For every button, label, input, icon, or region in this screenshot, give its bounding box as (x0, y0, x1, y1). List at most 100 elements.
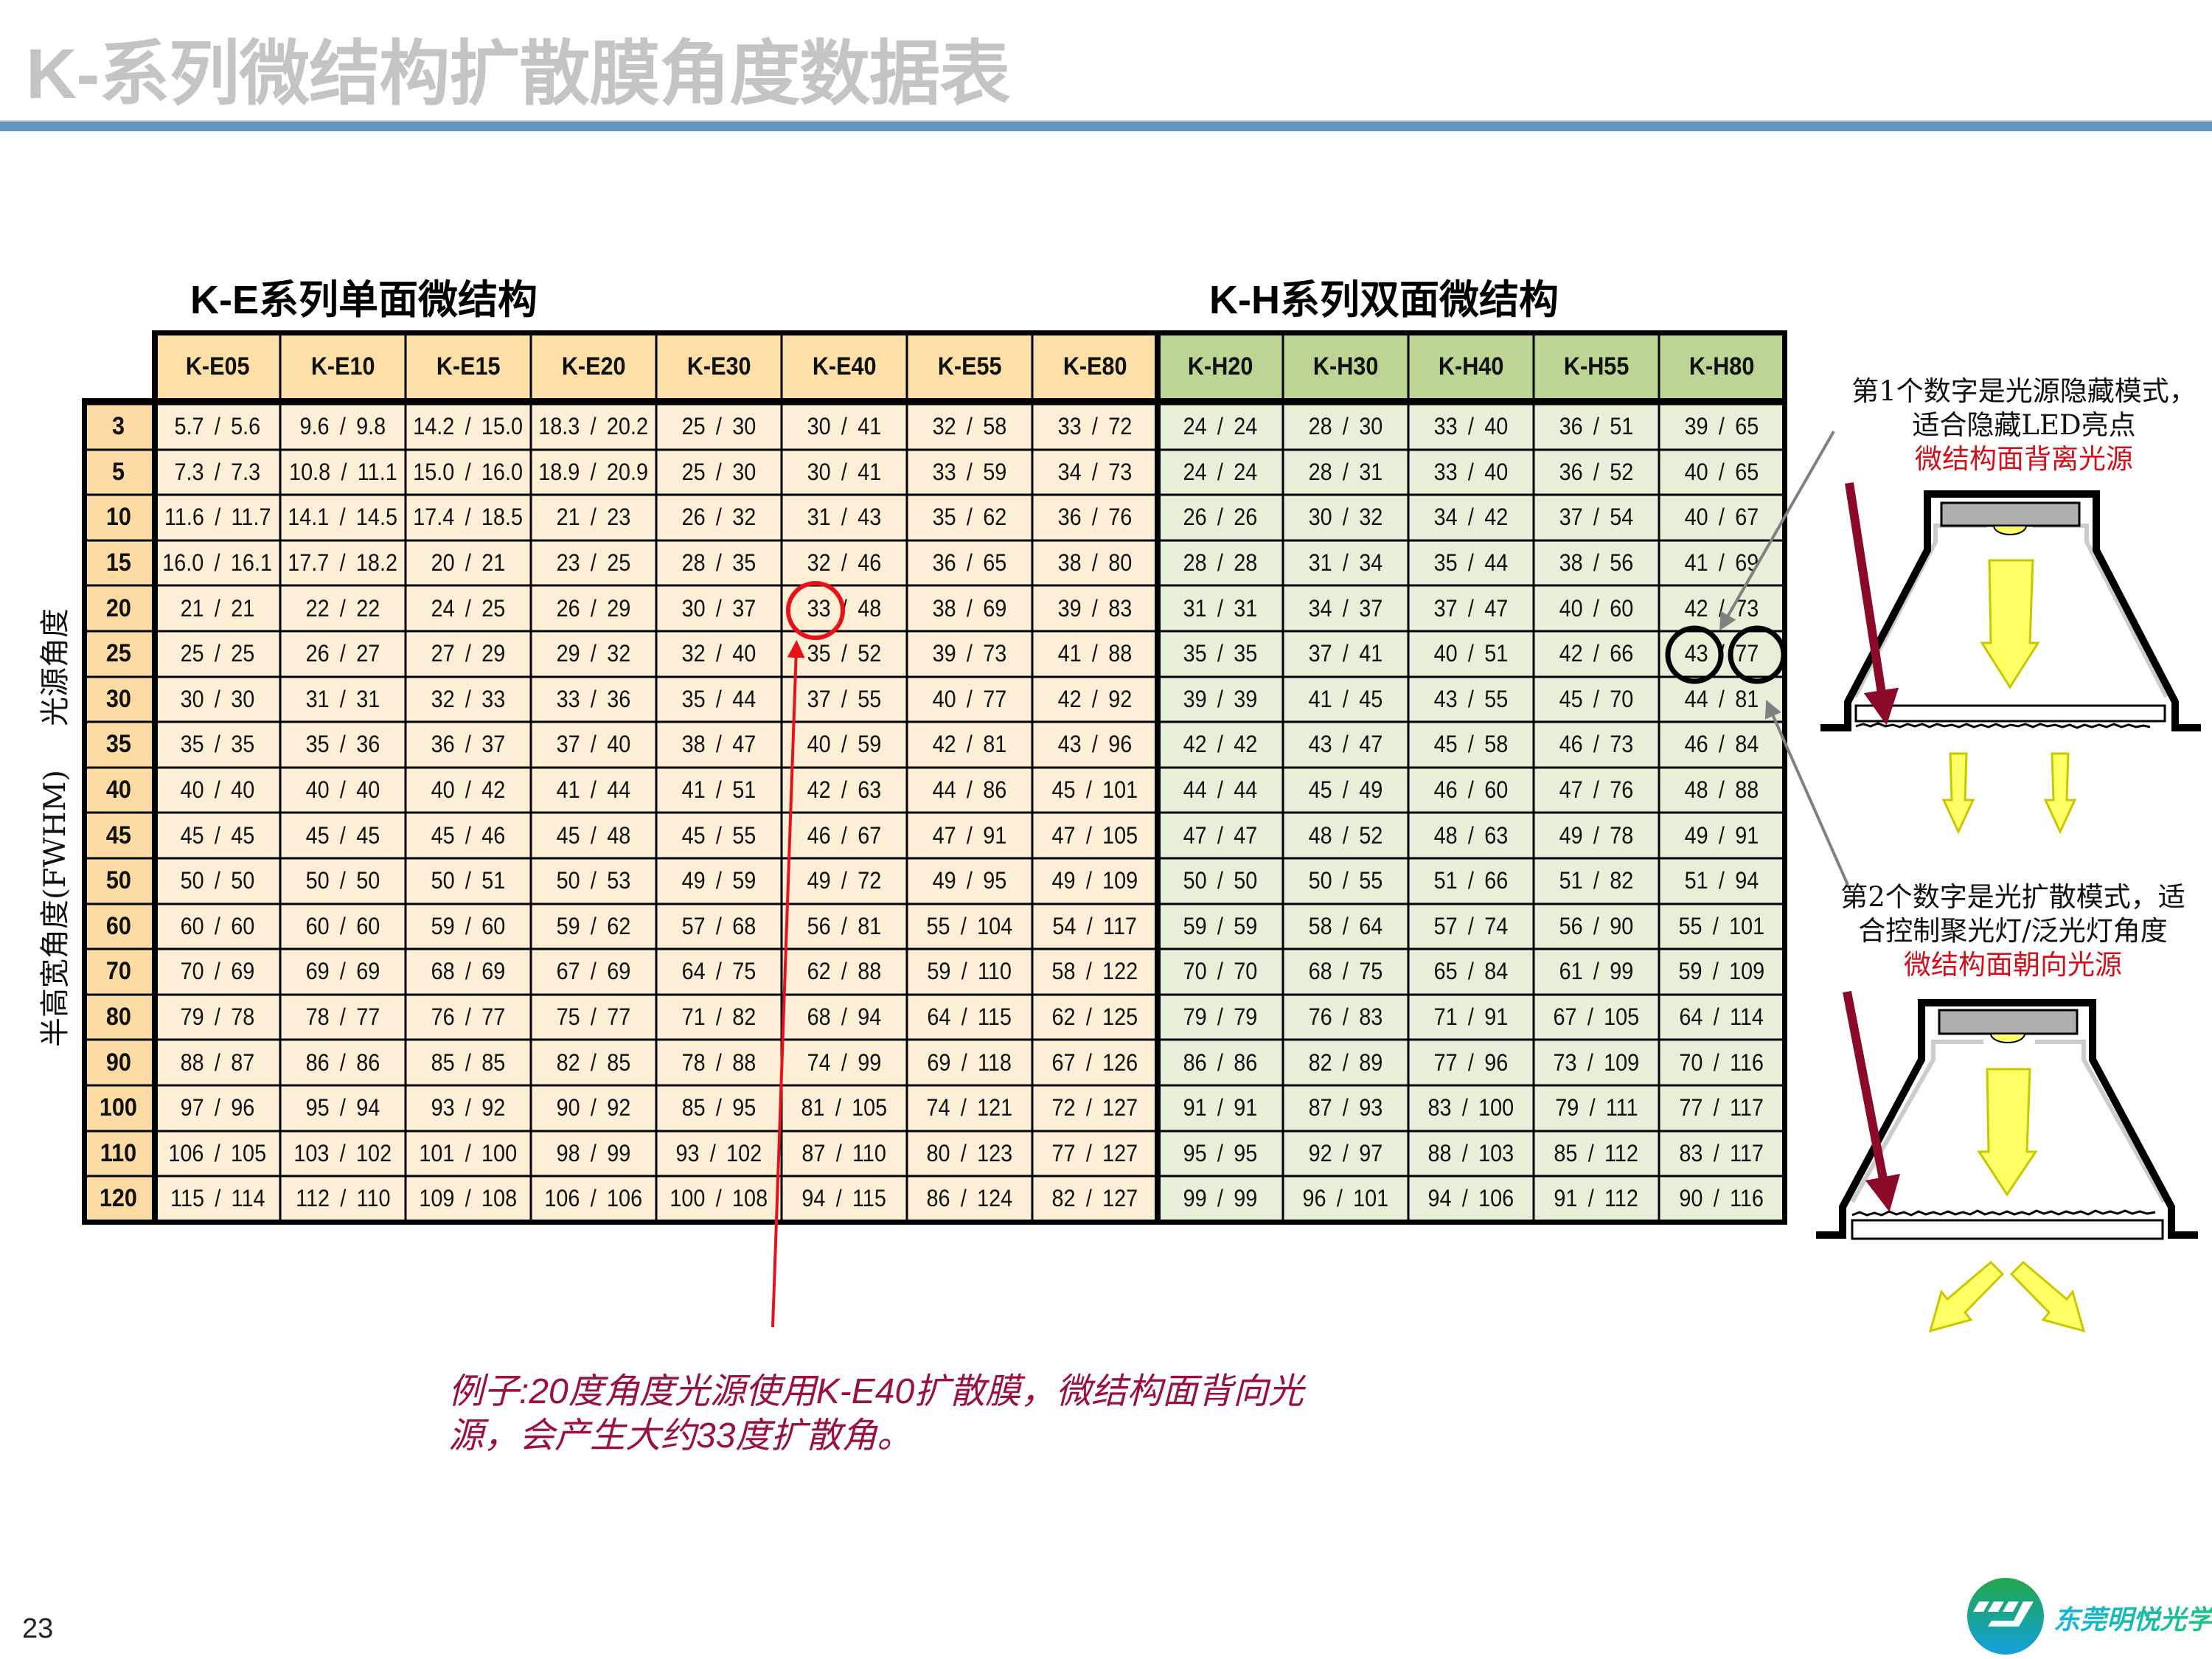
table-cell-text: 47 / 76 (1559, 776, 1634, 804)
table-cell-text: 78 / 77 (305, 1004, 380, 1031)
row-label-20-text: 20 (105, 594, 131, 622)
table-cell-text: 37 / 40 (556, 731, 631, 758)
table-cell: 76 / 77 (406, 994, 531, 1040)
table-cell: 30 / 41 (782, 404, 907, 450)
table-cell-text: 17.4 / 18.5 (413, 504, 524, 531)
table-cell: 35 / 62 (907, 495, 1032, 540)
table-cell: 40 / 77 (907, 676, 1032, 723)
table-cell-text: 24 / 25 (431, 594, 506, 622)
table-cell: 49 / 95 (907, 858, 1032, 904)
table-cell: 28 / 31 (1283, 449, 1408, 495)
table-cell-text: 32 / 46 (807, 549, 882, 577)
table-cell-text: 28 / 28 (1183, 549, 1258, 577)
table-cell-text: 87 / 110 (801, 1139, 887, 1166)
table-cell: 9.6 / 9.8 (280, 404, 406, 450)
note-hidden-mode-highlight: 微结构面背离光源 (1915, 443, 2133, 475)
table-cell: 83 / 100 (1408, 1085, 1534, 1131)
table-cell: 14.2 / 15.0 (406, 404, 531, 450)
table-cell-text: 35 / 35 (180, 731, 255, 758)
table-cell-text: 32 / 33 (431, 685, 506, 712)
table-cell-text: 50 / 50 (180, 867, 255, 894)
table-cell: 57 / 68 (656, 903, 782, 950)
table-cell: 48 / 63 (1408, 813, 1534, 858)
table-cell: 25 / 25 (155, 631, 280, 677)
table-cell: 49 / 59 (656, 858, 782, 904)
table-cell: 70 / 70 (1158, 949, 1283, 995)
table-cell-text: 37 / 55 (807, 685, 882, 712)
table-cell-text: 57 / 74 (1433, 912, 1509, 939)
table-cell-text: 59 / 60 (431, 912, 506, 939)
table-cell: 103 / 102 (280, 1130, 406, 1177)
table-cell-text: 77 / 117 (1679, 1094, 1764, 1121)
table-cell: 81 / 105 (782, 1085, 907, 1131)
lamp-diagram-hidden-mode (1820, 482, 2201, 835)
table-cell: 87 / 93 (1283, 1085, 1408, 1131)
table-cell: 62 / 88 (782, 949, 907, 995)
table-cell: 45 / 58 (1408, 722, 1534, 768)
table-cell: 36 / 52 (1534, 449, 1659, 495)
table-cell-text: 41 / 69 (1684, 549, 1759, 577)
table-cell-text: 40 / 40 (180, 776, 255, 804)
table-cell-text: 31 / 43 (807, 504, 882, 531)
table-cell-text: 45 / 70 (1559, 685, 1634, 712)
table-cell-text: 50 / 51 (431, 867, 506, 894)
table-cell-text: 77 / 127 (1051, 1139, 1138, 1166)
column-header-k-e80: K-E80 (1032, 333, 1158, 400)
table-cell-text: 34 / 37 (1308, 594, 1383, 622)
company-logo-emblem (1967, 1578, 2044, 1655)
table-cell: 45 / 45 (280, 813, 406, 858)
table-cell: 28 / 28 (1158, 540, 1283, 586)
table-cell-text: 25 / 30 (681, 413, 757, 440)
table-cell-text: 47 / 105 (1051, 821, 1138, 849)
table-cell-text: 50 / 55 (1308, 867, 1383, 894)
table-cell-text: 60 / 60 (305, 912, 380, 939)
table-cell-text: 32 / 58 (932, 413, 1007, 440)
table-cell-text: 38 / 56 (1559, 549, 1634, 577)
table-cell-text: 33 / 72 (1057, 413, 1133, 440)
table-cell-text: 61 / 99 (1559, 958, 1634, 985)
fwhm-label: 半高宽角度(FWHM) (38, 770, 72, 1047)
table-cell-text: 30 / 41 (807, 458, 882, 485)
table-cell: 32 / 58 (907, 404, 1032, 450)
table-cell: 94 / 106 (1408, 1176, 1534, 1222)
table-cell: 47 / 47 (1158, 813, 1283, 858)
table-cell-text: 51 / 66 (1433, 867, 1509, 894)
table-cell: 32 / 46 (782, 540, 907, 586)
table-cell: 77 / 117 (1659, 1085, 1784, 1131)
row-label-45-text: 45 (105, 821, 131, 849)
table-cell-text: 11.6 / 11.7 (164, 504, 271, 531)
table-cell: 25 / 30 (656, 449, 782, 495)
column-header-k-e30-text: K-E30 (686, 352, 751, 380)
table-cell-text: 68 / 69 (431, 958, 506, 985)
table-cell: 50 / 50 (1158, 858, 1283, 904)
note-diffusion-mode: 第2个数字是光扩散模式，适 合控制聚光灯/泛光灯角度 微结构面朝向光源 (1821, 880, 2205, 982)
table-cell-text: 79 / 111 (1554, 1094, 1638, 1121)
table-cell-text: 98 / 99 (556, 1139, 631, 1166)
table-cell-text: 56 / 81 (807, 912, 882, 939)
table-cell-text: 62 / 125 (1051, 1004, 1138, 1031)
table-cell: 7.3 / 7.3 (155, 449, 280, 495)
table-cell-text: 82 / 85 (556, 1048, 631, 1076)
row-label-5: 5 (82, 449, 155, 495)
table-cell: 40 / 60 (1534, 585, 1659, 631)
table-cell-text: 91 / 112 (1554, 1185, 1639, 1212)
table-cell: 26 / 27 (280, 631, 406, 677)
table-cell-text: 49 / 109 (1051, 867, 1138, 894)
table-cell-text: 72 / 127 (1051, 1094, 1138, 1121)
table-cell-text: 35 / 52 (807, 640, 882, 667)
table-cell: 37 / 55 (782, 676, 907, 723)
table-cell-text: 26 / 27 (305, 640, 380, 667)
note-hidden-mode-line1: 第1个数字是光源隐藏模式， (1851, 375, 2197, 407)
table-cell: 59 / 60 (406, 903, 531, 950)
table-cell-text: 41 / 45 (1308, 685, 1383, 712)
table-cell: 95 / 94 (280, 1085, 406, 1131)
table-cell-text: 18.9 / 20.9 (538, 458, 649, 485)
table-cell: 32 / 40 (656, 631, 782, 677)
table-cell-text: 35 / 36 (305, 731, 380, 758)
column-header-k-e05-text: K-E05 (185, 352, 250, 380)
table-cell-text: 80 / 123 (926, 1139, 1013, 1166)
note-diffusion-mode-line1: 第2个数字是光扩散模式，适 (1840, 881, 2185, 913)
table-cell-text: 42 / 92 (1057, 685, 1133, 712)
table-cell-text: 31 / 31 (1183, 594, 1258, 622)
row-label-110: 110 (82, 1130, 155, 1177)
